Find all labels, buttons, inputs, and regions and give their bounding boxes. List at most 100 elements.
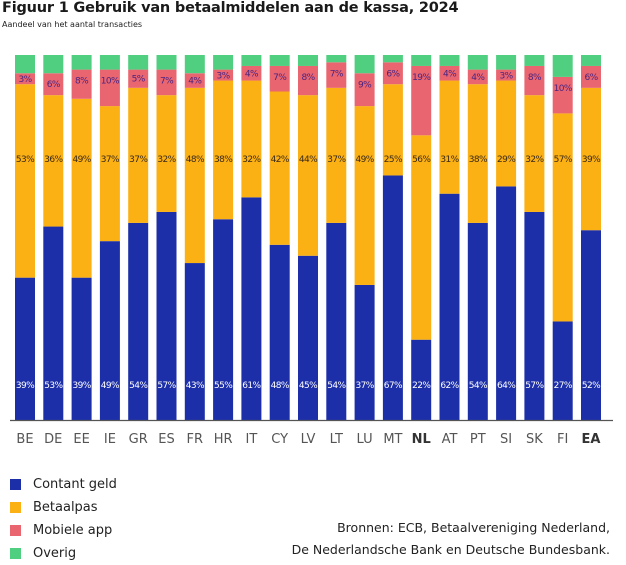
data-label-betaalpas-lu: 49%	[355, 155, 374, 165]
legend-swatch-overig	[10, 548, 21, 559]
bar-segment-overig-sk	[524, 55, 545, 66]
data-label-betaalpas-fr: 48%	[186, 155, 205, 165]
data-label-betaalpas-be: 53%	[16, 155, 35, 165]
bar-stack-ie: 49% 37% 10%	[99, 55, 121, 420]
data-label-contant-geld-ea: 52%	[582, 381, 601, 391]
x-tick-label-de: DE	[44, 432, 62, 447]
bar-segment-contant-geld-be	[15, 277, 35, 420]
data-label-mobiele-app-de: 6%	[47, 80, 61, 90]
data-label-contant-geld-ee: 39%	[72, 381, 91, 391]
data-label-mobiele-app-mt: 6%	[386, 69, 400, 79]
bar-segment-mobiele-app-hr	[213, 69, 234, 81]
bar-segment-contant-geld-de	[43, 226, 64, 420]
bar-segment-betaalpas-sk	[524, 95, 545, 212]
bar-segment-betaalpas-lv	[298, 95, 318, 256]
bar-segment-overig-es	[156, 55, 177, 70]
data-label-contant-geld-be: 39%	[16, 381, 35, 391]
bar-segment-betaalpas-nl	[411, 135, 432, 340]
bar-segment-overig-at	[439, 55, 460, 66]
legend-label: Betaalpas	[33, 500, 98, 515]
bar-stack-at: 62% 31% 4%	[439, 55, 460, 420]
x-tick-label-it: IT	[246, 432, 258, 447]
data-label-contant-geld-ie: 49%	[101, 381, 120, 391]
bar-stack-gr: 54% 37% 5%	[128, 55, 149, 420]
bar-segment-betaalpas-si	[496, 80, 517, 187]
bar-segment-overig-be	[15, 55, 35, 74]
x-tick-label-pt: PT	[470, 432, 486, 447]
data-label-betaalpas-de: 36%	[44, 155, 63, 165]
data-label-betaalpas-at: 31%	[440, 155, 459, 165]
bar-segment-betaalpas-es	[156, 95, 177, 212]
bar-segment-contant-geld-sk	[524, 211, 545, 420]
bar-segment-betaalpas-fi	[552, 113, 573, 322]
x-tick-label-be: BE	[16, 432, 33, 447]
data-label-mobiele-app-ie: 10%	[101, 77, 120, 87]
data-label-contant-geld-gr: 54%	[129, 381, 148, 391]
x-tick-label-nl: NL	[412, 432, 431, 447]
bar-segment-overig-hr	[213, 55, 234, 70]
data-label-contant-geld-mt: 67%	[384, 381, 403, 391]
data-label-mobiele-app-ee: 8%	[75, 77, 89, 87]
bar-segment-overig-si	[496, 55, 517, 70]
bar-segment-mobiele-app-lt	[326, 62, 347, 88]
bar-segment-contant-geld-gr	[128, 222, 149, 420]
bar-segment-betaalpas-de	[43, 95, 64, 227]
bar-segment-overig-lv	[298, 55, 318, 66]
bar-segment-mobiele-app-fi	[552, 76, 573, 114]
bar-segment-mobiele-app-es	[156, 69, 177, 96]
bar-stack-pt: 54% 38% 4%	[467, 55, 489, 420]
data-label-mobiele-app-lu: 9%	[358, 80, 372, 90]
bar-stack-ea: 52% 39% 6%	[581, 55, 602, 420]
data-label-mobiele-app-cy: 7%	[273, 73, 287, 83]
data-label-mobiele-app-it: 4%	[245, 69, 259, 79]
data-label-contant-geld-cy: 48%	[271, 381, 290, 391]
bar-stack-it: 61% 32% 4%	[241, 55, 262, 420]
bar-segment-overig-fi	[552, 55, 573, 77]
x-tick-label-hr: HR	[214, 432, 233, 447]
bar-stack-ee: 39% 49% 8%	[71, 55, 92, 420]
bar-segment-contant-geld-ea	[581, 230, 601, 420]
bar-segment-mobiele-app-gr	[128, 69, 149, 88]
data-label-mobiele-app-sk: 8%	[528, 73, 542, 83]
data-label-contant-geld-es: 57%	[157, 381, 176, 391]
data-label-betaalpas-mt: 25%	[384, 155, 403, 165]
bar-segment-overig-ea	[581, 55, 601, 66]
source-note: Bronnen: ECB, Betaalvereniging Nederland…	[292, 517, 610, 561]
data-label-contant-geld-at: 62%	[440, 381, 459, 391]
bar-segment-contant-geld-lt	[326, 222, 347, 420]
data-label-betaalpas-cy: 42%	[271, 155, 290, 165]
bar-stack-nl: 22% 56% 19%	[411, 55, 432, 420]
x-tick-label-fi: FI	[557, 432, 568, 447]
bar-stack-lt: 54% 37% 7%	[326, 55, 347, 420]
data-label-contant-geld-sk: 57%	[525, 381, 544, 391]
bar-segment-mobiele-app-si	[496, 69, 517, 81]
bar-segment-betaalpas-hr	[213, 80, 234, 220]
bar-stack-lv: 45% 44% 8%	[298, 55, 319, 420]
bar-stack-fi: 27% 57% 10%	[552, 55, 573, 420]
data-label-betaalpas-ea: 39%	[582, 155, 601, 165]
x-tick-label-es: ES	[158, 432, 174, 447]
bar-segment-mobiele-app-nl	[411, 65, 432, 136]
data-label-mobiele-app-fi: 10%	[554, 84, 573, 94]
data-label-contant-geld-lt: 54%	[327, 381, 346, 391]
bar-segment-overig-mt	[382, 55, 403, 63]
x-tick-label-ee: EE	[73, 432, 89, 447]
bar-segment-overig-lu	[354, 55, 375, 74]
bar-stack-hr: 55% 38% 3%	[213, 55, 234, 420]
legend-label: Mobiele app	[33, 523, 113, 538]
data-label-betaalpas-it: 32%	[242, 155, 261, 165]
data-label-betaalpas-si: 29%	[497, 155, 516, 165]
x-tick-label-ea: EA	[582, 432, 601, 447]
x-tick-label-at: AT	[442, 432, 458, 447]
bar-segment-overig-gr	[128, 55, 149, 70]
bar-segment-overig-fr	[184, 55, 205, 74]
bar-segment-betaalpas-at	[439, 80, 460, 194]
legend: Contant geld Betaalpas Mobiele app Overi…	[10, 473, 117, 565]
bar-segment-overig-cy	[269, 55, 290, 66]
data-label-mobiele-app-gr: 5%	[132, 75, 146, 85]
data-label-mobiele-app-at: 4%	[443, 69, 457, 79]
bar-stack-cy: 48% 42% 7%	[269, 55, 290, 420]
bar-segment-overig-it	[241, 55, 262, 66]
bar-segment-mobiele-app-ie	[99, 69, 120, 107]
bar-segment-contant-geld-fr	[184, 263, 205, 420]
